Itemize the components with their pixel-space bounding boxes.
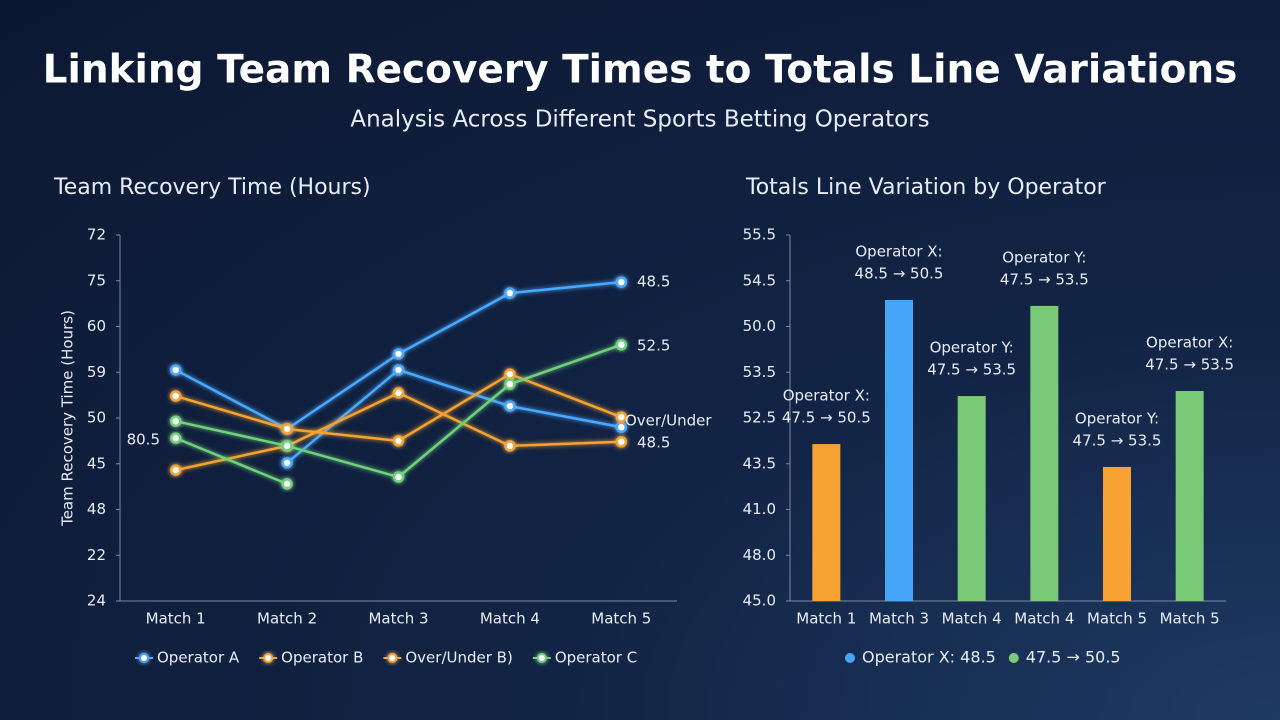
data-point xyxy=(392,364,405,376)
series-line xyxy=(175,372,622,443)
legend-label: Operator X: 48.5 xyxy=(862,648,996,667)
y-tick-label: 43.5 xyxy=(743,454,776,472)
legend-label: 47.5 → 50.5 xyxy=(1026,648,1121,667)
series-line xyxy=(286,368,622,464)
x-tick-label: Match 3 xyxy=(368,610,428,628)
bar-annotation: Operator X: xyxy=(1146,334,1233,352)
legend-dot xyxy=(845,653,855,663)
bar-annotation: 47.5 → 53.5 xyxy=(927,361,1016,379)
data-point xyxy=(169,464,182,476)
y-tick-label: 53.5 xyxy=(743,363,776,381)
x-tick-label: Match 3 xyxy=(869,610,929,628)
data-point xyxy=(615,339,628,351)
legend-label: Operator A xyxy=(157,649,240,667)
bar xyxy=(1175,391,1204,601)
x-tick-label: Match 4 xyxy=(942,610,1002,628)
bar-annotation: Operator Y: xyxy=(930,339,1014,357)
y-tick-label: 75 xyxy=(87,271,106,289)
y-tick-label: 54.5 xyxy=(743,271,776,289)
y-tick-label: 45.0 xyxy=(743,592,776,610)
data-point xyxy=(169,415,182,427)
data-point xyxy=(281,440,293,452)
data-point xyxy=(504,400,516,412)
y-tick-label: 59 xyxy=(87,363,106,381)
bar xyxy=(885,299,913,601)
x-tick-label: Match 5 xyxy=(1087,610,1147,628)
bar-annotation: 48.5 → 50.5 xyxy=(855,264,944,282)
bar xyxy=(957,396,986,601)
annotation: 48.5 xyxy=(637,273,670,291)
legend-label: Operator B xyxy=(281,649,363,667)
series-line xyxy=(175,436,288,486)
data-point xyxy=(392,348,405,360)
bar xyxy=(1030,305,1059,601)
legend-dot xyxy=(1008,653,1019,663)
annotation: 52.5 xyxy=(637,337,670,355)
bar xyxy=(1103,466,1131,601)
data-point xyxy=(504,440,516,452)
annotation: Over/Under xyxy=(625,412,712,430)
bar-annotation: 47.5 → 53.5 xyxy=(1000,270,1089,288)
data-point xyxy=(615,276,628,288)
x-tick-label: Match 4 xyxy=(1014,610,1074,628)
y-tick-label: 48.0 xyxy=(743,546,776,564)
data-point xyxy=(504,368,516,380)
y-tick-label: 72 xyxy=(87,226,106,244)
page-title: Linking Team Recovery Times to Totals Li… xyxy=(43,48,1238,93)
x-tick-label: Match 5 xyxy=(1160,610,1220,628)
bar-annotation: Operator Y: xyxy=(1002,248,1086,266)
data-point xyxy=(281,423,293,435)
y-tick-label: 22 xyxy=(87,546,106,564)
bar xyxy=(812,444,841,601)
y-tick-label: 50 xyxy=(87,409,106,427)
chart-title: Team Recovery Time (Hours) xyxy=(53,175,371,200)
legend-dot xyxy=(139,653,149,663)
x-tick-label: Match 4 xyxy=(480,610,540,628)
y-tick-label: 41.0 xyxy=(743,500,776,518)
data-point xyxy=(281,478,293,490)
bar-annotation: 47.5 → 50.5 xyxy=(782,409,871,427)
data-point xyxy=(504,287,516,299)
x-tick-label: Match 2 xyxy=(257,610,317,628)
data-point xyxy=(615,411,628,423)
bar-annotation: 47.5 → 53.5 xyxy=(1073,431,1162,449)
bar-annotation: Operator X: xyxy=(855,242,942,260)
chart-title: Totals Line Variation by Operator xyxy=(745,175,1107,200)
legend-label: Operator C xyxy=(555,649,637,667)
y-tick-label: 24 xyxy=(87,592,106,610)
data-point xyxy=(615,436,628,448)
y-tick-label: 60 xyxy=(87,317,106,335)
data-point xyxy=(169,432,182,444)
y-tick-label: 48 xyxy=(87,500,106,518)
y-tick-label: 55.5 xyxy=(743,226,776,244)
data-point xyxy=(392,471,405,483)
x-tick-label: Match 1 xyxy=(796,610,856,628)
data-point xyxy=(169,390,182,402)
data-point xyxy=(504,378,516,390)
y-tick-label: 45 xyxy=(87,454,106,472)
data-point xyxy=(392,435,405,447)
legend-dot xyxy=(263,653,274,663)
legend-dot xyxy=(387,653,398,663)
y-axis-label: Team Recovery Time (Hours) xyxy=(59,310,77,527)
x-tick-label: Match 1 xyxy=(146,610,206,628)
data-point xyxy=(281,457,293,469)
data-point xyxy=(169,364,182,376)
legend-dot xyxy=(536,653,547,663)
page-subtitle: Analysis Across Different Sports Betting… xyxy=(350,107,929,133)
bar-annotation: Operator X: xyxy=(783,387,870,405)
annotation: 80.5 xyxy=(127,431,160,449)
annotation: 48.5 xyxy=(637,434,670,452)
data-point xyxy=(392,387,405,399)
y-tick-label: 50.0 xyxy=(743,317,776,335)
x-tick-label: Match 5 xyxy=(591,610,651,628)
y-tick-label: 52.5 xyxy=(743,409,776,427)
bar-annotation: 47.5 → 53.5 xyxy=(1145,356,1234,374)
bar-annotation: Operator Y: xyxy=(1075,409,1159,427)
legend-label: Over/Under B) xyxy=(405,649,512,667)
